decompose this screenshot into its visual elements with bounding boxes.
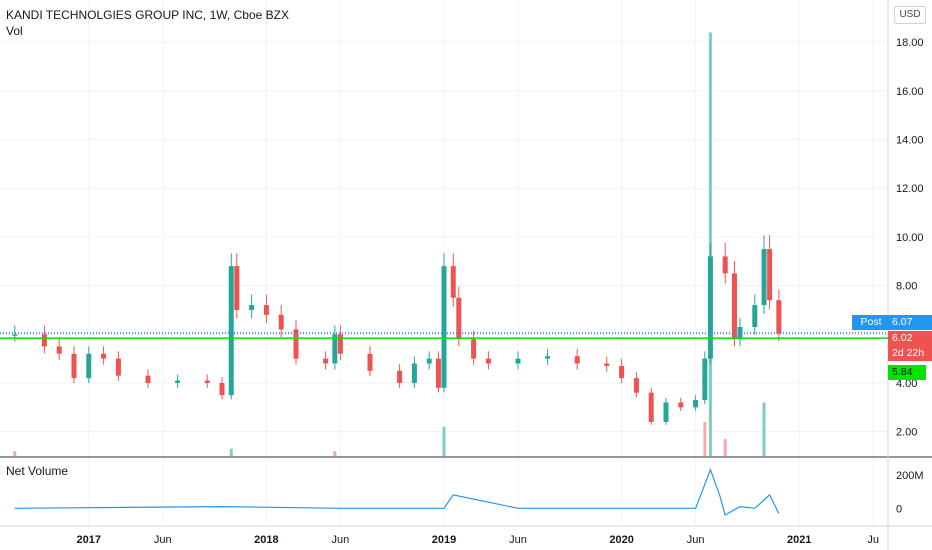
candle-body — [450, 266, 456, 298]
time-axis-label: 2019 — [432, 534, 456, 546]
candle-body — [693, 400, 699, 408]
candle-body — [86, 353, 92, 379]
candle-body — [776, 300, 782, 334]
candle-body — [545, 356, 551, 359]
price-axis-label: 8.00 — [896, 281, 917, 293]
volume-bar — [229, 448, 233, 456]
support-line-price-tag: 5.84 — [888, 365, 926, 380]
volume-label: Vol — [6, 24, 23, 38]
time-axis-label: Jun — [687, 534, 705, 546]
candle-body — [574, 356, 580, 364]
candle-body — [761, 249, 767, 306]
time-axis-label: 2017 — [77, 534, 101, 546]
candle-body — [731, 273, 737, 340]
time-axis-label: Jun — [154, 534, 172, 546]
price-axis-label: 10.00 — [896, 232, 924, 244]
candle-body — [219, 382, 225, 396]
candle-body — [323, 358, 329, 364]
candle-body — [471, 339, 477, 359]
net-volume-label: Net Volume — [6, 464, 69, 478]
candle-body — [293, 329, 299, 359]
price-axis-label: 2.00 — [896, 427, 917, 439]
post-market-tag: Post — [852, 315, 890, 330]
currency-button[interactable]: USD — [894, 6, 926, 24]
candle-body — [485, 358, 491, 364]
candle-body — [648, 392, 654, 422]
chart-title: KANDI TECHNOLGIES GROUP INC, 1W, Cboe BZ… — [6, 8, 289, 22]
volume-bar — [442, 426, 446, 456]
candle-body — [707, 256, 713, 359]
candle-body — [752, 305, 758, 327]
net-volume-axis-label: 200M — [896, 470, 924, 482]
candle-body — [101, 353, 107, 359]
candle-body — [619, 365, 625, 379]
candle-body — [367, 353, 373, 371]
candle-body — [604, 363, 610, 366]
time-axis-label: 2020 — [609, 534, 633, 546]
candle-body — [249, 305, 255, 310]
candle-body — [56, 346, 62, 354]
price-axis-label: 14.00 — [896, 135, 924, 147]
candle-body — [12, 334, 18, 336]
candle-body — [204, 380, 210, 383]
volume-bar — [333, 451, 337, 456]
price-axis-label: 4.00 — [896, 378, 917, 390]
price-axis-label: 18.00 — [896, 37, 924, 49]
candle-body — [633, 378, 639, 393]
candle-body — [515, 358, 521, 364]
time-axis-label: Ju — [867, 534, 879, 546]
candle-body — [115, 358, 121, 376]
price-axis-label: 12.00 — [896, 183, 924, 195]
candle-body — [426, 358, 432, 364]
candle-body — [41, 334, 47, 347]
volume-bar — [723, 438, 727, 456]
time-axis-label: 2021 — [787, 534, 811, 546]
net-volume-line — [14, 467, 780, 516]
time-axis-label: 2018 — [254, 534, 278, 546]
candle-body — [332, 334, 338, 364]
candle-body — [702, 358, 708, 401]
candle-body — [737, 326, 743, 340]
time-axis-label: Jun — [509, 534, 527, 546]
volume-bar — [703, 421, 707, 456]
candle-body — [278, 314, 284, 330]
volume-bar — [13, 451, 17, 456]
post-market-price: 6.07 — [888, 315, 932, 330]
candle-body — [145, 375, 151, 383]
candle-body — [722, 256, 728, 274]
candle-body — [71, 353, 77, 379]
volume-bar — [762, 402, 766, 456]
candle-body — [678, 402, 684, 408]
close-price-tag: 6.02 — [888, 331, 932, 346]
candle-body — [175, 380, 181, 383]
candle-body — [228, 266, 234, 396]
candle-body — [397, 370, 403, 383]
net-volume-axis-label: 0 — [896, 503, 902, 515]
bar-countdown-tag: 2d 22h — [888, 346, 932, 361]
time-axis-label: Jun — [332, 534, 350, 546]
candle-body — [441, 266, 447, 388]
candle-body — [456, 297, 462, 340]
candle-body — [337, 334, 343, 354]
price-axis-label: 16.00 — [896, 86, 924, 98]
candle-body — [234, 266, 240, 310]
candle-body — [411, 363, 417, 383]
candle-body — [767, 249, 773, 301]
candle-body — [263, 305, 269, 315]
candle-body — [663, 402, 669, 422]
candle-body — [435, 358, 441, 388]
